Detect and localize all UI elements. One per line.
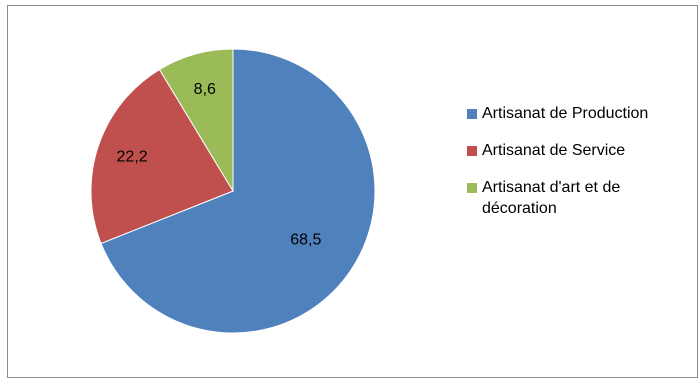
legend-label-art-decoration: Artisanat d'art et de décoration <box>482 177 620 219</box>
data-label-service: 22,2 <box>117 148 148 165</box>
legend-item-production: Artisanat de Production <box>467 103 697 124</box>
legend: Artisanat de Production Artisanat de Ser… <box>467 103 697 235</box>
legend-item-art-decoration: Artisanat d'art et de décoration <box>467 177 697 219</box>
legend-swatch-production <box>467 109 477 119</box>
legend-swatch-art-decoration <box>467 183 477 193</box>
legend-swatch-service <box>467 146 477 156</box>
pie-slices <box>91 49 375 333</box>
data-label-production: 68,5 <box>290 232 321 249</box>
legend-label-service: Artisanat de Service <box>482 140 625 161</box>
legend-item-service: Artisanat de Service <box>467 140 697 161</box>
legend-label-art-decoration-line1: Artisanat d'art et de <box>482 179 620 196</box>
data-label-art-decoration: 8,6 <box>194 81 216 98</box>
legend-label-production: Artisanat de Production <box>482 103 648 124</box>
legend-label-art-decoration-line2: décoration <box>482 200 557 217</box>
